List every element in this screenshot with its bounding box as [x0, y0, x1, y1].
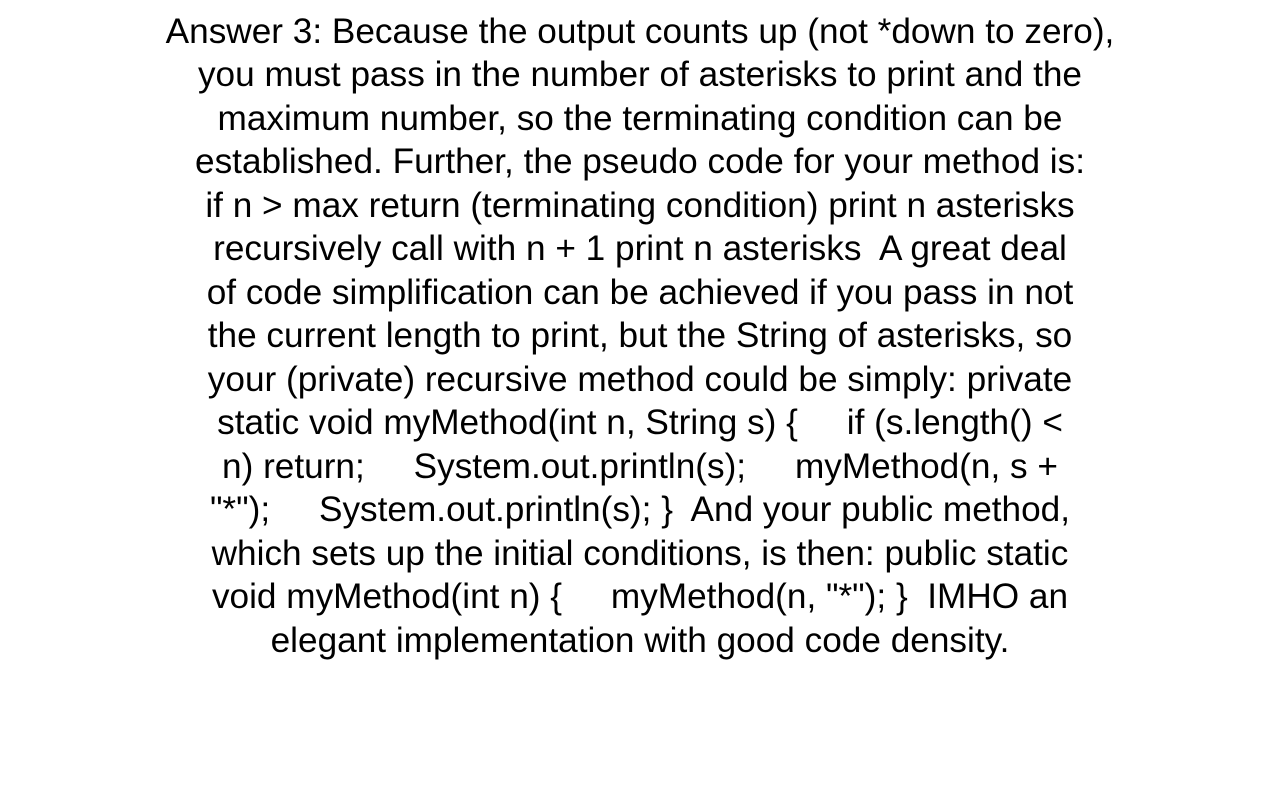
answer-text: Answer 3: Because the output counts up (…	[166, 10, 1115, 662]
page: Answer 3: Because the output counts up (…	[0, 0, 1280, 796]
